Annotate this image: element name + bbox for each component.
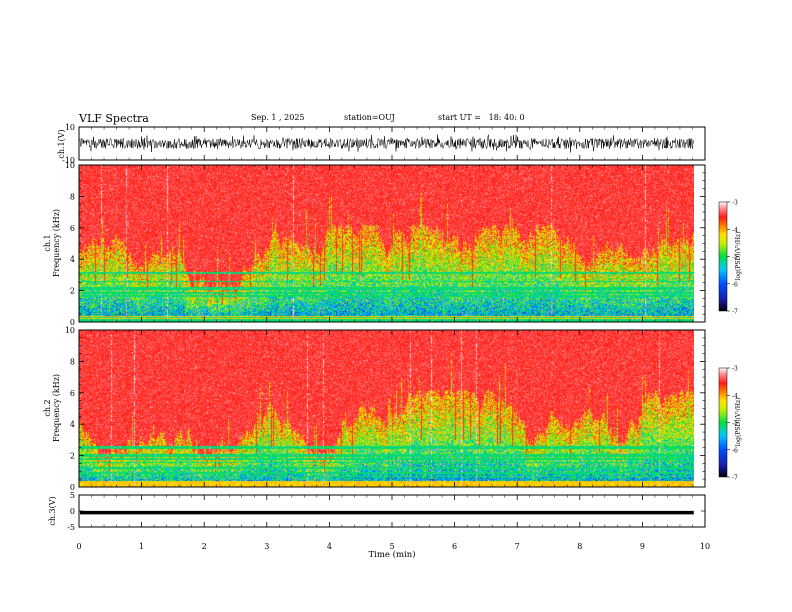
ch1-colorbar-tick-label: -3	[732, 200, 738, 207]
ch1-spectrogram-ytick-label: 10	[65, 161, 75, 170]
ch1-colorbar-tick-label: -6	[732, 281, 738, 288]
ch1-spectrogram-ytick-label: 6	[70, 224, 75, 233]
ch2-spectrogram-ytick-label: 2	[70, 452, 75, 461]
ch2-colorbar-tick-label: -5	[732, 420, 738, 427]
ch2-spectrogram-ytick-label: 8	[70, 357, 75, 366]
ch1-waveform-ylabel: ch.1(V)	[57, 129, 66, 158]
ch1-spectrogram-ytick-label: 8	[70, 192, 75, 201]
ch2-spectrogram-ytick-label: 6	[70, 389, 75, 398]
ch2-spectrogram-ylabel-frequency: Frequency (kHz)	[52, 374, 61, 442]
ch2-spectrogram-ytick-label: 0	[70, 483, 75, 492]
ch1-spectrogram-ytick-label: 0	[70, 318, 75, 327]
ch3-waveform-frame	[78, 494, 706, 528]
ch1-spectrogram-image	[79, 165, 694, 322]
ch1-colorbar-tick-label: -5	[732, 254, 738, 261]
x-tick-label: 6	[452, 542, 457, 551]
ch1-waveform-ytick-label: 10	[65, 123, 75, 132]
x-tick-label: 10	[700, 542, 710, 551]
ch2-colorbar	[718, 367, 728, 478]
ch2-colorbar-tick-label: -4	[732, 393, 738, 400]
x-tick-label: 9	[640, 542, 645, 551]
ch1-spectrogram-frame	[78, 164, 706, 323]
ch1-spectrogram-ytick-label: 2	[70, 287, 75, 296]
date-label: Sep. 1 , 2025	[251, 113, 305, 122]
ch1-colorbar-label: log(PSD)(V²/Hz)	[735, 232, 742, 281]
ch2-spectrogram-ytick-label: 10	[65, 326, 75, 335]
chart-title: VLF Spectra	[79, 112, 149, 125]
x-tick-label: 0	[76, 542, 81, 551]
x-tick-label: 2	[202, 542, 207, 551]
ch1-colorbar-tick-label: -7	[732, 309, 738, 316]
ch2-spectrogram-image	[79, 330, 694, 487]
ch3-waveform-ytick-label: 5	[70, 491, 75, 500]
ch3-waveform-ylabel: ch.3(V)	[48, 496, 57, 525]
start-time-label: start UT = 18: 40: 0	[438, 113, 525, 122]
ch3-waveform-ytick-label: 0	[70, 507, 75, 516]
ch2-colorbar-tick-label: -3	[732, 366, 738, 373]
x-axis-label: Time (min)	[368, 549, 415, 560]
x-tick-label: 5	[389, 542, 394, 551]
ch2-colorbar-tick-label: -7	[732, 475, 738, 482]
x-tick-label: 4	[327, 542, 332, 551]
ch2-spectrogram-frame	[78, 329, 706, 488]
ch1-spectrogram-ytick-label: 4	[70, 255, 75, 264]
ch2-colorbar-tick-label: -6	[732, 447, 738, 454]
x-tick-label: 8	[577, 542, 582, 551]
ch2-spectrogram-ytick-label: 4	[70, 420, 75, 429]
ch1-spectrogram-ylabel-channel: ch.1	[43, 234, 52, 251]
ch1-waveform-trace	[79, 134, 694, 153]
ch2-colorbar-label: log(PSD)(V²/Hz)	[735, 398, 742, 447]
ch3-waveform-ytick-label: -5	[67, 523, 75, 532]
ch1-waveform-ytick-label: -10	[62, 156, 75, 165]
ch1-colorbar-tick-label: -4	[732, 227, 738, 234]
ch1-colorbar	[718, 201, 728, 312]
ch1-spectrogram-ylabel-frequency: Frequency (kHz)	[52, 209, 61, 277]
x-tick-label: 7	[515, 542, 520, 551]
station-label: station=OUJ	[344, 113, 395, 122]
ch2-spectrogram-ylabel-channel: ch.2	[43, 399, 52, 416]
x-tick-label: 3	[264, 542, 269, 551]
ch1-waveform-frame	[78, 126, 706, 161]
x-tick-label: 1	[139, 542, 144, 551]
